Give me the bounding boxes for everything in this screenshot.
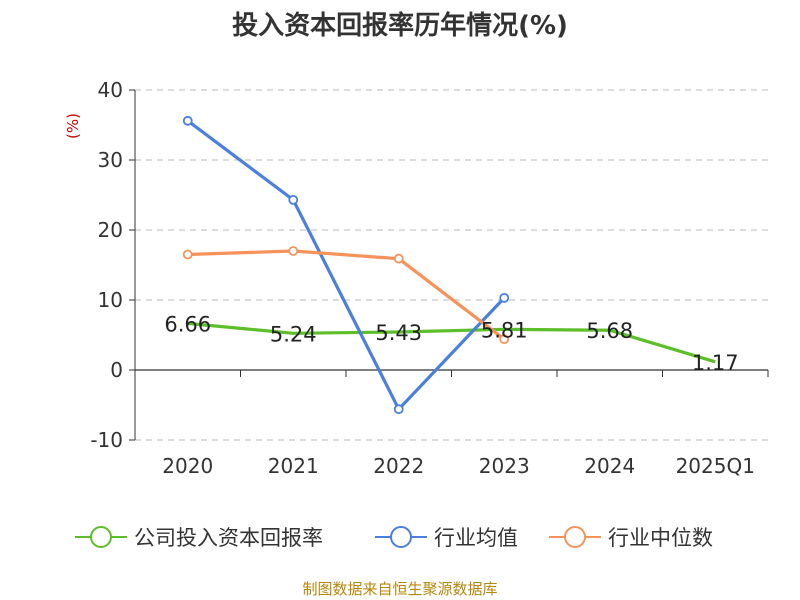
x-tick-label: 2022 <box>373 454 424 478</box>
y-tick-label: 40 <box>98 78 123 102</box>
data-label: 5.81 <box>481 318 528 342</box>
legend-label: 公司投入资本回报率 <box>134 526 323 550</box>
series-point-2 <box>393 253 404 264</box>
legend: 公司投入资本回报率 行业均值 行业中位数 <box>75 526 713 550</box>
data-label: 6.66 <box>164 312 211 336</box>
y-tick-label: 20 <box>98 218 123 242</box>
series-point-2 <box>499 334 510 345</box>
series-point-1 <box>288 194 299 205</box>
y-tick-label: -10 <box>90 428 123 452</box>
data-label: 5.68 <box>586 319 633 343</box>
source-note: 制图数据来自恒生聚源数据库 <box>302 580 497 598</box>
x-tick-label: 2025Q1 <box>676 454 755 478</box>
series-point-1 <box>393 404 404 415</box>
y-tick-label: 10 <box>98 288 123 312</box>
series-point-2 <box>182 249 193 260</box>
series-line-0 <box>187 321 716 364</box>
y-axis-label: (%) <box>64 113 82 139</box>
y-tick-label: 30 <box>98 148 123 172</box>
grid-lines <box>135 89 768 441</box>
x-tick-label: 2020 <box>162 454 213 478</box>
data-labels: 6.66 5.24 5.43 5.81 5.68 1.17 <box>164 312 738 374</box>
data-label: 5.43 <box>375 321 422 345</box>
data-label: 1.17 <box>692 351 739 375</box>
legend-swatch-marker <box>90 526 112 548</box>
x-tick-label: 2021 <box>268 454 319 478</box>
series-point-1 <box>499 292 510 303</box>
data-label: 5.24 <box>270 322 317 346</box>
x-tick-label: 2024 <box>584 454 635 478</box>
y-tick-label: 0 <box>110 358 123 382</box>
legend-label: 行业中位数 <box>608 526 713 550</box>
axes: 40 30 20 10 0 -10 2020 2021 2022 2023 2024 2025Q1 <box>90 78 769 478</box>
legend-swatch-marker <box>564 526 586 548</box>
legend-label: 行业均值 <box>434 526 518 550</box>
series-point-1 <box>182 115 193 126</box>
chart-title: 投入资本回报率历年情况(%) <box>232 10 568 41</box>
series-line-2 <box>187 249 506 341</box>
legend-swatch-marker <box>390 526 412 548</box>
series-point-2 <box>288 246 299 256</box>
series-line-1 <box>186 119 506 411</box>
x-tick-label: 2023 <box>479 454 530 478</box>
series-layer <box>182 115 716 415</box>
